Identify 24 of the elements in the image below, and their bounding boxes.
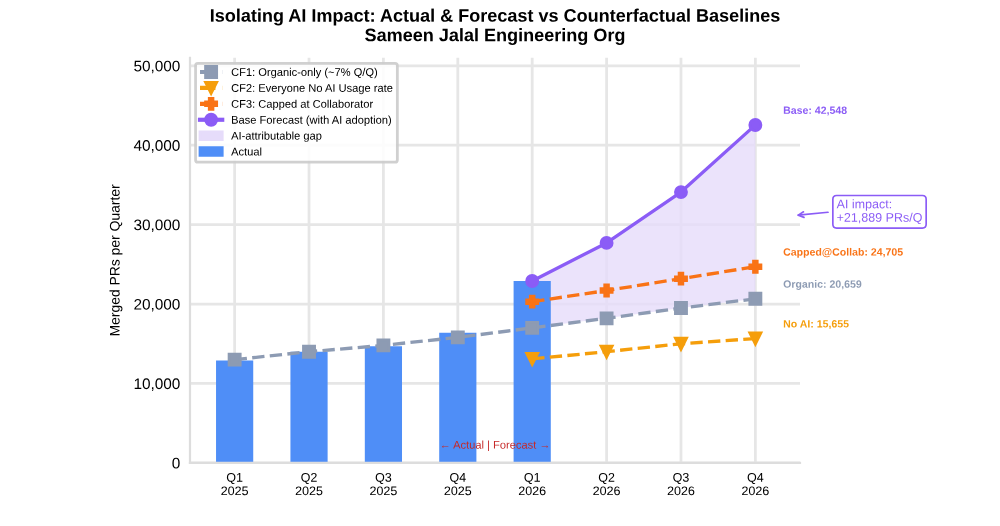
point [599,344,614,359]
point [302,344,316,359]
bar [216,360,254,463]
point [674,185,688,200]
point [674,271,688,286]
chart-title: Isolating AI Impact: Actual & Forecast vs Counterfactual Baselines Sameen Jalal Engineering Org [210,8,780,46]
point [376,338,391,353]
point [525,320,540,335]
point [748,259,763,274]
point [450,330,465,345]
point [599,235,614,250]
point [227,352,242,367]
point [674,301,688,315]
point [599,283,614,298]
bar [290,351,328,463]
point [599,311,614,326]
point [525,274,540,288]
point [674,336,688,351]
bar [364,346,403,463]
point [748,331,763,346]
point [748,118,763,132]
point [525,351,540,366]
point [748,291,763,306]
point [525,294,540,309]
